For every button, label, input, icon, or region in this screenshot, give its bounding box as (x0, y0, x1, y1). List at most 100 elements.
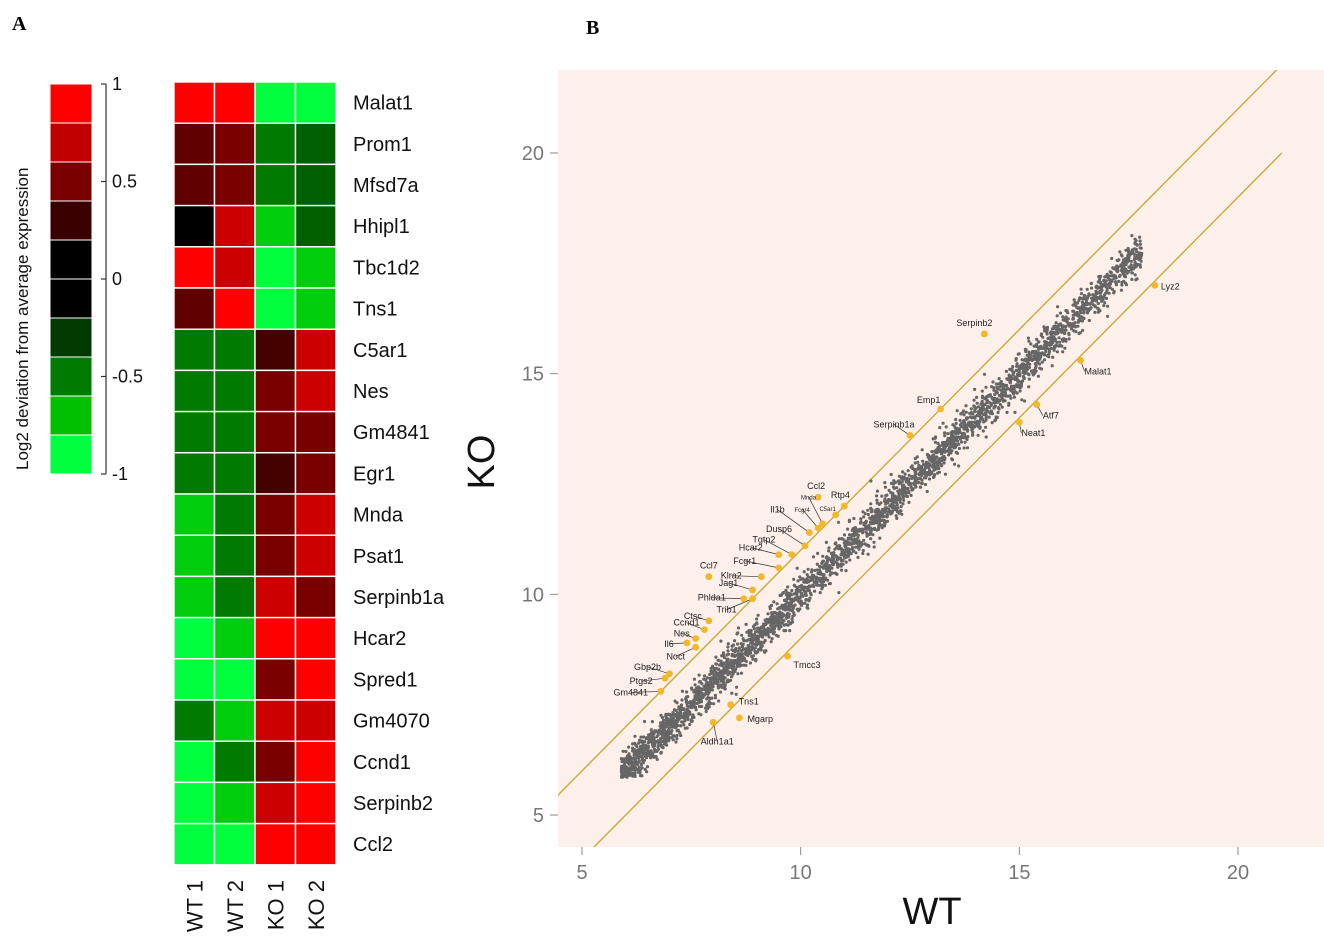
expression-point (748, 661, 753, 665)
expression-point (989, 411, 993, 415)
expression-point (661, 739, 666, 744)
expression-point (828, 581, 832, 586)
expression-point (745, 630, 749, 634)
heatmap-cell (213, 163, 256, 207)
expression-point (795, 597, 799, 601)
expression-point (903, 486, 908, 490)
expression-point (707, 702, 711, 706)
expression-point (858, 527, 862, 532)
expression-point (895, 503, 899, 507)
expression-point (1079, 292, 1084, 296)
expression-point (820, 561, 824, 566)
expression-point (1003, 390, 1007, 395)
expression-point (1031, 351, 1035, 355)
expression-point (776, 607, 780, 611)
expression-point (700, 691, 704, 696)
expression-point (723, 684, 727, 689)
expression-point (948, 451, 952, 455)
expression-point (1076, 324, 1080, 328)
expression-point (835, 546, 839, 550)
gene-point-label: Mnda (801, 496, 817, 502)
heatmap-cell (213, 246, 256, 289)
expression-point (903, 472, 907, 476)
gene-point-label: Ccl7 (700, 561, 718, 571)
expression-point (798, 601, 802, 605)
gene-point-label: Klra2 (721, 571, 742, 581)
expression-point (759, 648, 763, 652)
expression-point (784, 593, 788, 597)
heatmap-column-label: WT 2 (223, 880, 248, 932)
expression-point (869, 517, 873, 521)
expression-point (1113, 276, 1117, 280)
expression-point (786, 623, 790, 627)
expression-point (792, 583, 796, 587)
heatmap-cell (173, 575, 216, 619)
heatmap-cell (294, 410, 337, 454)
expression-point (1001, 393, 1005, 398)
expression-point (885, 506, 889, 510)
expression-point (781, 604, 786, 608)
expression-point (1085, 302, 1089, 307)
expression-point (972, 398, 976, 402)
heatmap-row-label: Hcar2 (353, 628, 406, 650)
expression-point (1130, 266, 1134, 270)
expression-point (675, 733, 679, 738)
highlighted-gene-point (683, 639, 691, 647)
expression-point (889, 481, 894, 485)
expression-point (705, 688, 710, 692)
heatmap-row-label: Mfsd7a (353, 175, 419, 197)
expression-point (1025, 353, 1029, 357)
expression-point (665, 733, 669, 737)
expression-point (803, 585, 808, 589)
expression-point (956, 439, 960, 443)
expression-point (744, 622, 748, 627)
expression-point (718, 690, 723, 694)
heatmap-cell (294, 452, 337, 495)
expression-point (734, 658, 738, 663)
expression-point (875, 498, 879, 502)
expression-point (919, 485, 923, 489)
gene-point-label: Atf7 (1043, 411, 1059, 421)
expression-point (1033, 362, 1037, 366)
expression-point (733, 669, 737, 674)
gene-point-label: Phlda1 (698, 593, 726, 603)
expression-point (846, 547, 850, 551)
heatmap-cell (254, 81, 297, 124)
expression-point (690, 719, 694, 723)
expression-point (659, 737, 663, 741)
expression-point (901, 502, 905, 506)
expression-point (1085, 287, 1089, 291)
expression-point (898, 492, 902, 496)
expression-point (724, 666, 729, 671)
expression-point (833, 542, 837, 546)
expression-point (950, 440, 954, 444)
expression-point (673, 699, 677, 703)
expression-point (686, 717, 690, 722)
expression-point (1081, 328, 1085, 333)
point-cloud (619, 234, 1144, 779)
expression-point (660, 734, 665, 738)
heatmap-row-label: Gm4841 (353, 422, 430, 444)
y-axis-tick-label: 10 (522, 584, 544, 606)
expression-point (810, 584, 814, 588)
expression-point (637, 760, 641, 764)
expression-point (890, 511, 894, 515)
expression-point (642, 758, 647, 763)
expression-point (1108, 274, 1112, 278)
expression-point (779, 624, 783, 629)
heatmap-cell (254, 781, 297, 825)
expression-point (873, 510, 877, 514)
expression-point (1015, 362, 1019, 366)
expression-point (695, 686, 699, 690)
highlighted-gene-point (740, 595, 748, 603)
expression-point (624, 749, 628, 754)
expression-point (626, 769, 630, 773)
expression-point (639, 735, 643, 739)
expression-point (859, 517, 863, 521)
expression-point (709, 669, 713, 673)
expression-point (1077, 312, 1081, 316)
expression-point (1101, 284, 1106, 288)
expression-point (1053, 345, 1057, 350)
highlighted-gene-point (814, 524, 822, 532)
expression-point (1027, 377, 1031, 381)
